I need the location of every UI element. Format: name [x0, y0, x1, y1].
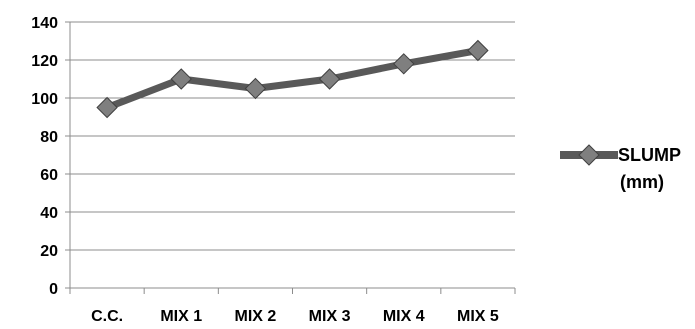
- data-point-mix-5: [467, 39, 489, 62]
- x-tick-label-2: MIX 2: [235, 308, 277, 325]
- data-point-mix-4: [393, 53, 415, 75]
- data-point-mix-1: [170, 68, 192, 90]
- y-tick-label-0: 0: [49, 281, 58, 298]
- y-tick-label-100: 100: [31, 91, 58, 108]
- x-tick-label-0: C.C.: [91, 308, 123, 325]
- data-point-mix-2: [244, 77, 267, 100]
- series-slump: [96, 39, 489, 119]
- y-tick-label-140: 140: [31, 15, 58, 32]
- y-tick-label-80: 80: [40, 129, 58, 146]
- x-tick-label-4: MIX 4: [383, 308, 425, 325]
- legend-label-line-1: SLUMP: [618, 145, 681, 165]
- y-tick-label-120: 120: [31, 53, 58, 70]
- y-axis: 0 20 40 60 80 100 120 140: [31, 15, 71, 298]
- legend-label-line-2: (mm): [620, 172, 664, 192]
- legend-marker: [578, 144, 600, 166]
- grid-lines: [70, 21, 515, 251]
- series-line-0: [103, 47, 482, 111]
- data-point-c-c: [96, 96, 118, 119]
- data-point-mix-3: [318, 68, 341, 90]
- x-tick-label-5: MIX 5: [457, 308, 499, 325]
- x-tick-label-1: MIX 1: [160, 308, 202, 325]
- legend: SLUMP (mm): [560, 144, 681, 192]
- x-axis: C.C. MIX 1 MIX 2 MIX 3 MIX 4 MIX 5: [69, 287, 516, 325]
- y-tick-label-20: 20: [40, 243, 58, 260]
- y-tick-label-40: 40: [40, 205, 58, 222]
- x-tick-label-3: MIX 3: [309, 308, 351, 325]
- y-tick-label-60: 60: [40, 167, 58, 184]
